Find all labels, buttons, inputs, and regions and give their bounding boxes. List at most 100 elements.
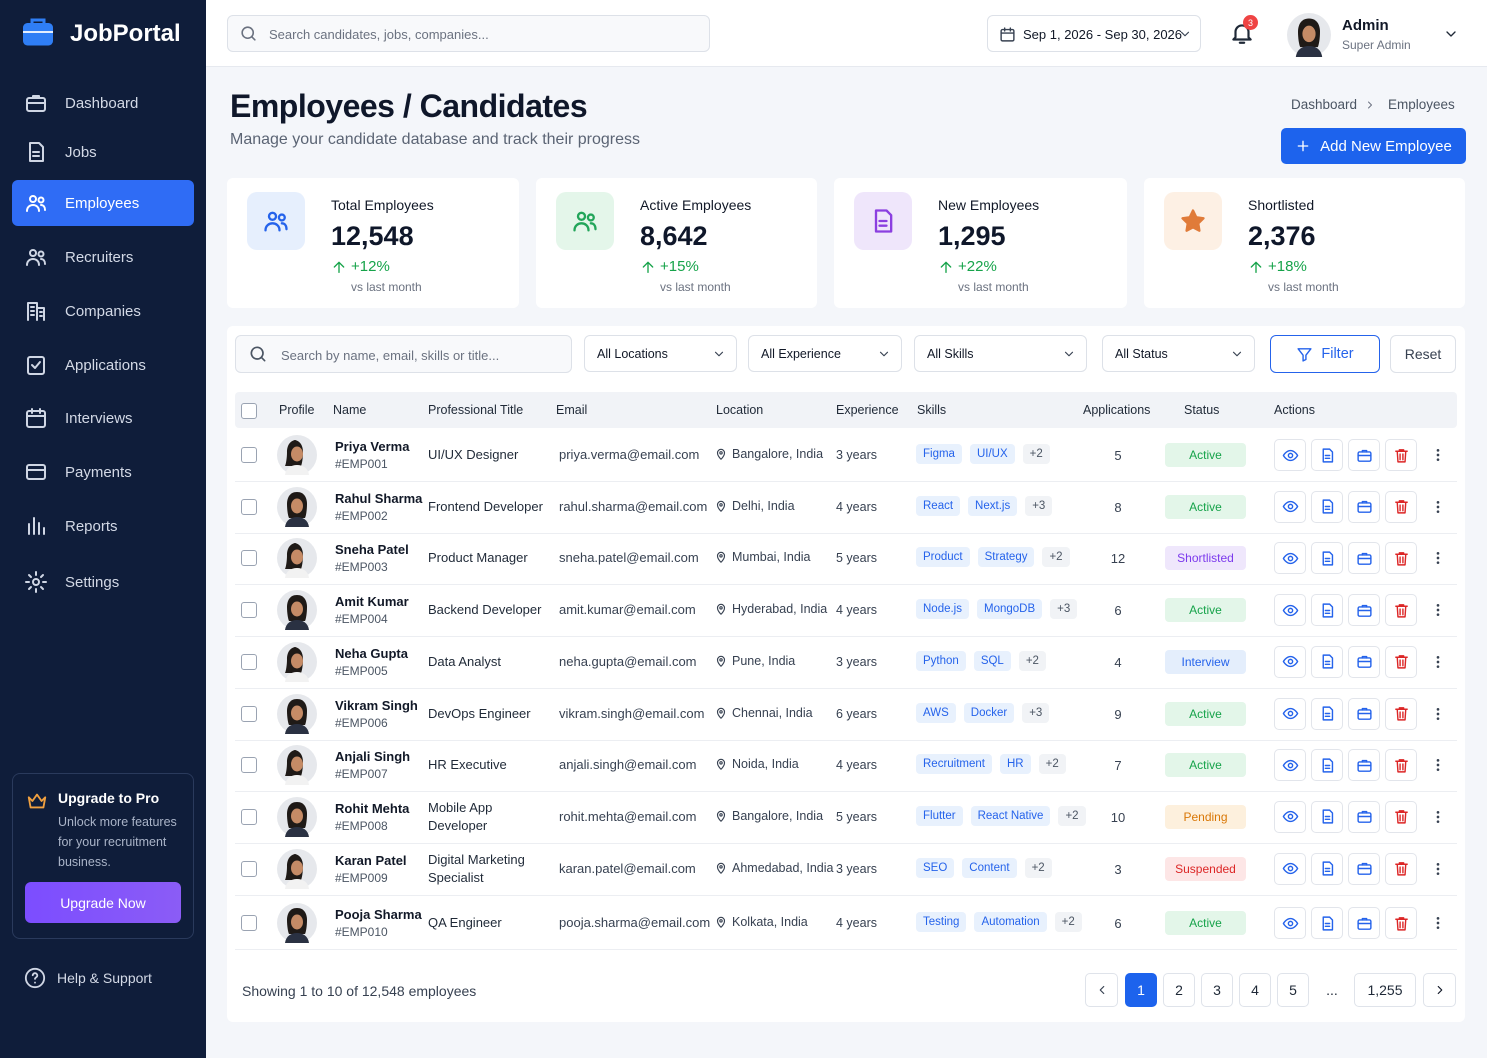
action-button[interactable] — [1348, 490, 1380, 523]
action-button[interactable] — [1274, 439, 1306, 471]
more-menu[interactable] — [1430, 602, 1446, 623]
action-button[interactable] — [1348, 645, 1380, 678]
action-button[interactable] — [1348, 749, 1380, 782]
checkbox[interactable] — [241, 860, 257, 877]
checkbox[interactable] — [241, 757, 257, 774]
prev-page[interactable] — [1085, 973, 1118, 1007]
nav-item[interactable]: Employees — [12, 180, 194, 226]
action-button[interactable] — [1385, 542, 1417, 575]
action-button[interactable] — [1274, 645, 1306, 678]
nav-item[interactable]: Payments — [12, 449, 194, 495]
dropdown[interactable]: All Status — [1102, 335, 1255, 372]
nav-item[interactable]: Recruiters — [12, 234, 194, 280]
action-button[interactable] — [1348, 594, 1380, 627]
more-menu[interactable] — [1430, 447, 1446, 468]
checkbox[interactable] — [241, 447, 257, 463]
page-button[interactable]: 2 — [1163, 973, 1195, 1007]
add-button[interactable]: Add New Employee — [1281, 128, 1466, 164]
action-button[interactable] — [1274, 852, 1306, 885]
action-button[interactable] — [1385, 907, 1417, 940]
action-button[interactable] — [1311, 645, 1343, 678]
nav-item[interactable]: Companies — [12, 288, 194, 334]
nav-item[interactable]: Reports — [12, 503, 194, 549]
nav-item[interactable]: Applications — [12, 342, 194, 388]
action-button[interactable] — [1348, 542, 1380, 575]
checkbox[interactable] — [241, 550, 257, 567]
upgrade-button[interactable]: Upgrade Now — [25, 882, 181, 923]
action-button[interactable] — [1385, 749, 1417, 782]
action-button[interactable] — [1385, 800, 1417, 833]
more-menu[interactable] — [1430, 550, 1446, 571]
action-button[interactable] — [1311, 594, 1343, 627]
checkbox[interactable] — [241, 498, 257, 515]
icon-part — [1356, 450, 1372, 462]
action-button[interactable] — [1311, 749, 1343, 782]
action-button[interactable] — [1311, 907, 1343, 940]
breadcrumb-link[interactable]: Dashboard — [1291, 97, 1358, 112]
action-button[interactable] — [1311, 439, 1343, 471]
action-button[interactable] — [1274, 594, 1306, 627]
checkbox[interactable] — [241, 705, 257, 722]
action-button[interactable] — [1311, 852, 1343, 885]
more-menu[interactable] — [1430, 757, 1446, 778]
action-button[interactable] — [1311, 490, 1343, 523]
action-button[interactable] — [1385, 697, 1417, 730]
next-page[interactable] — [1423, 973, 1456, 1007]
action-button[interactable] — [1311, 542, 1343, 575]
help-link[interactable]: Help & Support — [57, 970, 152, 986]
reset-button[interactable]: Reset — [1390, 335, 1456, 373]
action-button[interactable] — [1274, 800, 1306, 833]
more-menu[interactable] — [1430, 809, 1446, 830]
action-button[interactable] — [1348, 907, 1380, 940]
dropdown[interactable]: All Experience — [748, 335, 902, 372]
action-button[interactable] — [1385, 645, 1417, 678]
action-button[interactable] — [1311, 697, 1343, 730]
action-button[interactable] — [1385, 594, 1417, 627]
user-menu[interactable] — [1443, 26, 1459, 47]
icon-part — [1287, 13, 1331, 57]
action-button[interactable] — [1348, 697, 1380, 730]
global-search[interactable]: Search candidates, jobs, companies... — [227, 15, 710, 52]
action-button[interactable] — [1385, 439, 1417, 471]
action-button[interactable] — [1274, 749, 1306, 782]
action-button[interactable] — [1274, 542, 1306, 575]
nav-item[interactable]: Settings — [12, 559, 194, 605]
more-menu[interactable] — [1430, 654, 1446, 675]
action-button[interactable] — [1385, 852, 1417, 885]
plus-icon — [1295, 138, 1311, 154]
action-button[interactable] — [1348, 439, 1380, 471]
checkbox[interactable] — [241, 602, 257, 619]
action-button[interactable] — [1385, 490, 1417, 523]
dropdown[interactable]: All Locations — [584, 335, 737, 372]
checkbox[interactable] — [241, 915, 257, 932]
date-picker[interactable]: Sep 1, 2026 - Sep 30, 2026 — [987, 15, 1201, 52]
checkbox[interactable] — [241, 653, 257, 670]
more-menu[interactable] — [1430, 706, 1446, 727]
more-menu[interactable] — [1430, 499, 1446, 520]
nav-label: Applications — [65, 356, 146, 374]
page-button[interactable]: 1 — [1125, 973, 1157, 1007]
page-button[interactable]: 1,255 — [1354, 973, 1416, 1007]
action-button[interactable] — [1274, 907, 1306, 940]
nav-item[interactable]: Jobs — [12, 129, 194, 175]
nav-item[interactable]: Interviews — [12, 395, 194, 441]
nav-icon — [24, 570, 48, 594]
filter-button[interactable]: Filter — [1270, 335, 1380, 373]
page-button[interactable]: 3 — [1201, 973, 1233, 1007]
checkbox[interactable] — [241, 403, 257, 419]
nav-item[interactable]: Dashboard — [12, 80, 194, 126]
checkbox[interactable] — [241, 808, 257, 825]
action-button[interactable] — [1348, 852, 1380, 885]
action-button[interactable] — [1274, 697, 1306, 730]
more-menu[interactable] — [1430, 861, 1446, 882]
table-search[interactable]: Search by name, email, skills or title..… — [235, 335, 572, 373]
more-menu[interactable] — [1430, 915, 1446, 936]
action-button[interactable] — [1348, 800, 1380, 833]
icon-part — [26, 258, 40, 266]
dropdown[interactable]: All Skills — [914, 335, 1087, 372]
action-button[interactable] — [1274, 490, 1306, 523]
icon-part — [1297, 347, 1312, 362]
action-button[interactable] — [1311, 800, 1343, 833]
page-button[interactable]: 4 — [1239, 973, 1271, 1007]
page-button[interactable]: 5 — [1277, 973, 1309, 1007]
